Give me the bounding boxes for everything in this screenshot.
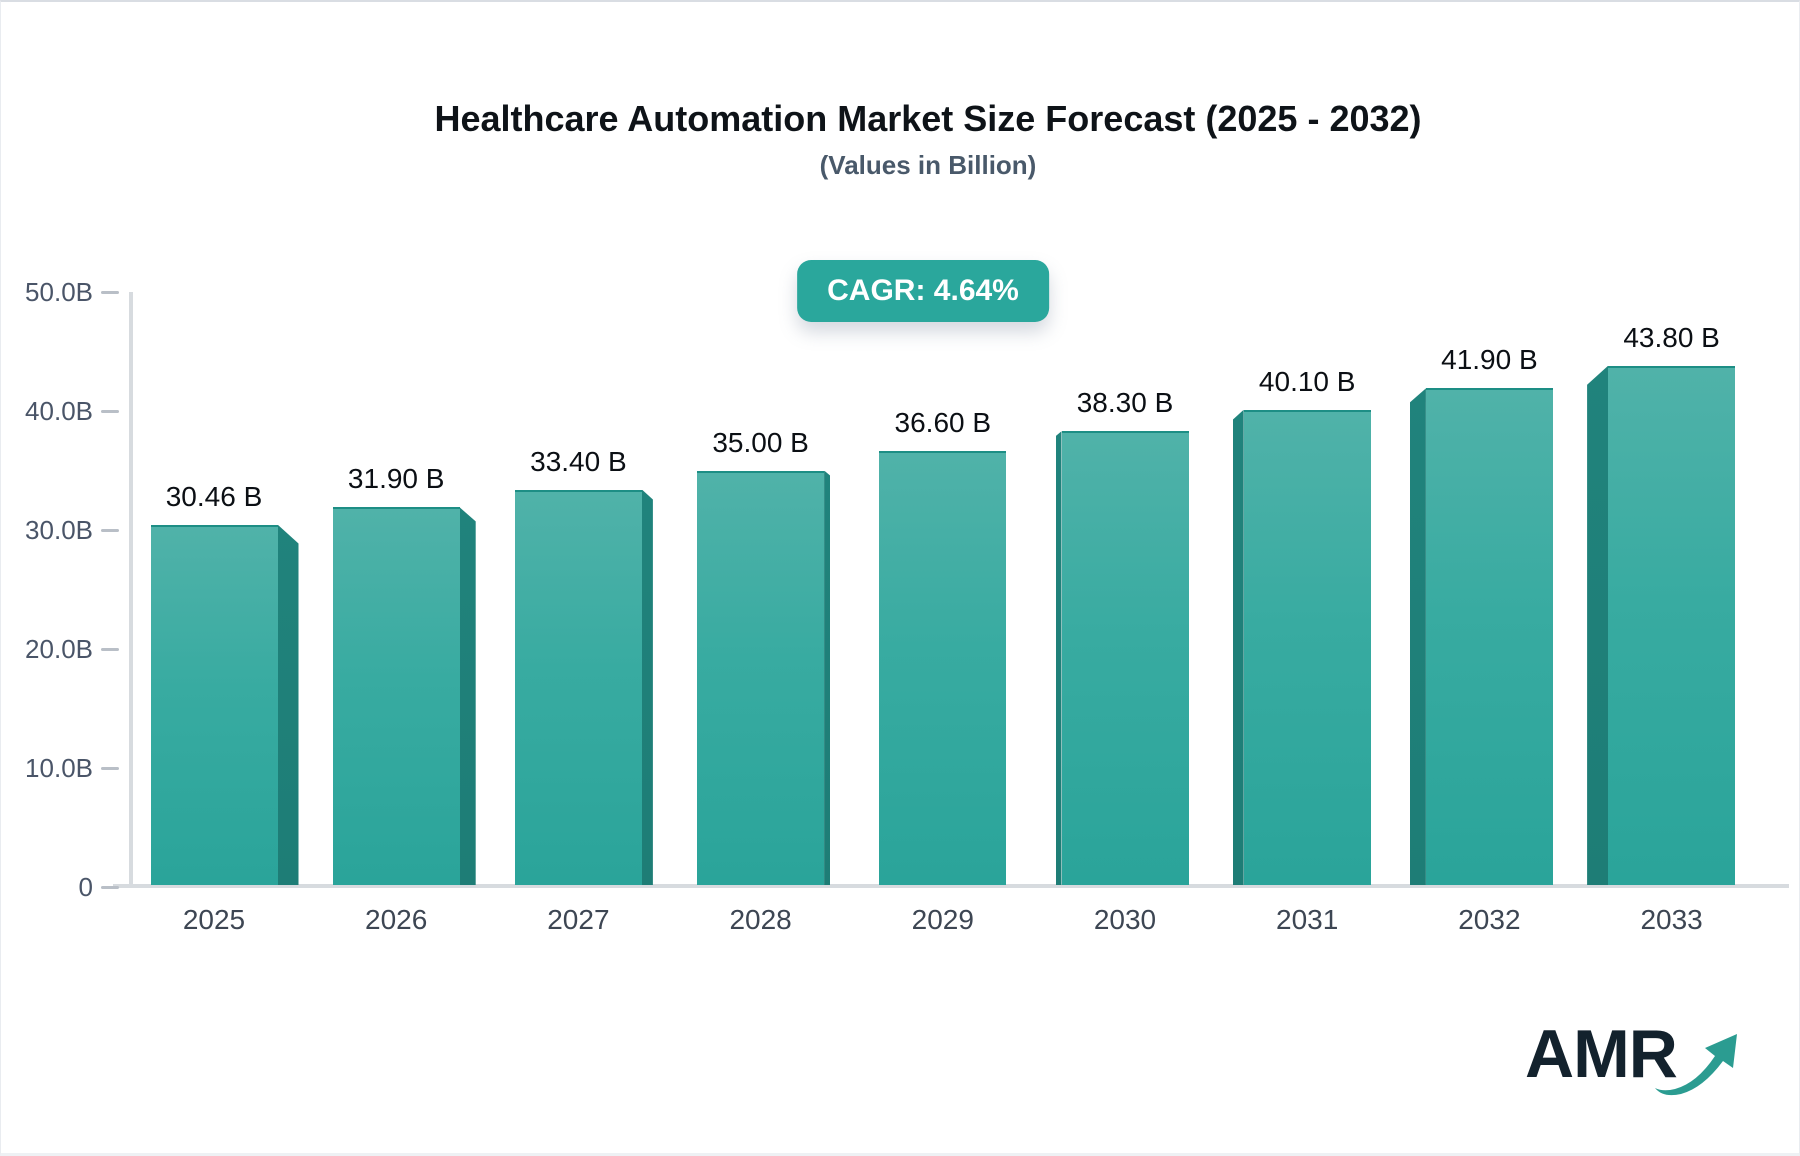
bar-side-face bbox=[641, 489, 653, 885]
y-tick bbox=[101, 648, 119, 651]
bar bbox=[1425, 388, 1553, 885]
y-axis-line bbox=[129, 292, 133, 887]
y-tick bbox=[101, 291, 119, 294]
bar-value-label: 36.60 B bbox=[894, 407, 992, 439]
chart-subtitle: (Values in Billion) bbox=[819, 150, 1037, 180]
y-tick-label: 40.0B bbox=[25, 396, 93, 426]
y-tick-label: 10.0B bbox=[25, 753, 93, 783]
bar-side-face bbox=[1232, 409, 1244, 885]
y-tick bbox=[101, 886, 119, 889]
y-tick bbox=[101, 767, 119, 770]
x-axis-label: 2033 bbox=[1640, 904, 1703, 935]
x-axis-label: 2027 bbox=[547, 904, 610, 935]
y-tick bbox=[101, 529, 119, 532]
y-tick-label: 20.0B bbox=[25, 634, 93, 664]
bar-value-label: 31.90 B bbox=[347, 463, 445, 495]
bar bbox=[150, 524, 278, 885]
y-tick-label: 50.0B bbox=[25, 277, 93, 307]
x-axis-label: 2026 bbox=[365, 904, 428, 935]
bar bbox=[697, 470, 825, 885]
x-axis-label: 2031 bbox=[1276, 904, 1339, 935]
bar bbox=[514, 489, 642, 885]
bar-side-face bbox=[277, 524, 299, 885]
bar-value-label: 35.00 B bbox=[712, 426, 809, 458]
y-tick-label: 30.0B bbox=[25, 515, 93, 545]
amr-logo: AMR bbox=[1525, 1020, 1745, 1110]
bar-value-label: 33.40 B bbox=[530, 445, 627, 477]
chart-title: Healthcare Automation Market Size Foreca… bbox=[434, 98, 1422, 139]
bar-side-face bbox=[824, 470, 831, 885]
bar-value-label: 43.80 B bbox=[1623, 321, 1720, 353]
bar-value-label: 40.10 B bbox=[1258, 365, 1356, 397]
x-axis-label: 2025 bbox=[182, 904, 246, 935]
bar-side-face bbox=[459, 507, 476, 885]
bar-value-label: 38.30 B bbox=[1076, 387, 1174, 419]
cagr-badge: CAGR: 4.64% bbox=[797, 260, 1049, 322]
y-tick-label: 0 bbox=[78, 872, 93, 902]
bar bbox=[1608, 365, 1736, 885]
bar bbox=[1061, 431, 1189, 885]
y-tick bbox=[101, 410, 119, 413]
x-axis-label: 2029 bbox=[911, 904, 974, 935]
bar-value-label: 30.46 B bbox=[165, 480, 263, 512]
bar-side-face bbox=[1409, 388, 1426, 885]
bar-value-label: 41.90 B bbox=[1441, 344, 1538, 376]
amr-logo-text: AMR bbox=[1525, 1016, 1678, 1092]
x-axis-label: 2032 bbox=[1458, 904, 1521, 935]
x-axis-line bbox=[113, 884, 1789, 888]
bar bbox=[1243, 409, 1371, 885]
x-axis-label: 2030 bbox=[1093, 904, 1157, 935]
bar-side-face bbox=[1055, 431, 1062, 885]
bar bbox=[879, 451, 1007, 885]
bar bbox=[332, 507, 460, 885]
x-axis-label: 2028 bbox=[729, 904, 792, 935]
bar-side-face bbox=[1587, 365, 1609, 885]
growth-arrow-icon bbox=[1655, 1034, 1737, 1096]
